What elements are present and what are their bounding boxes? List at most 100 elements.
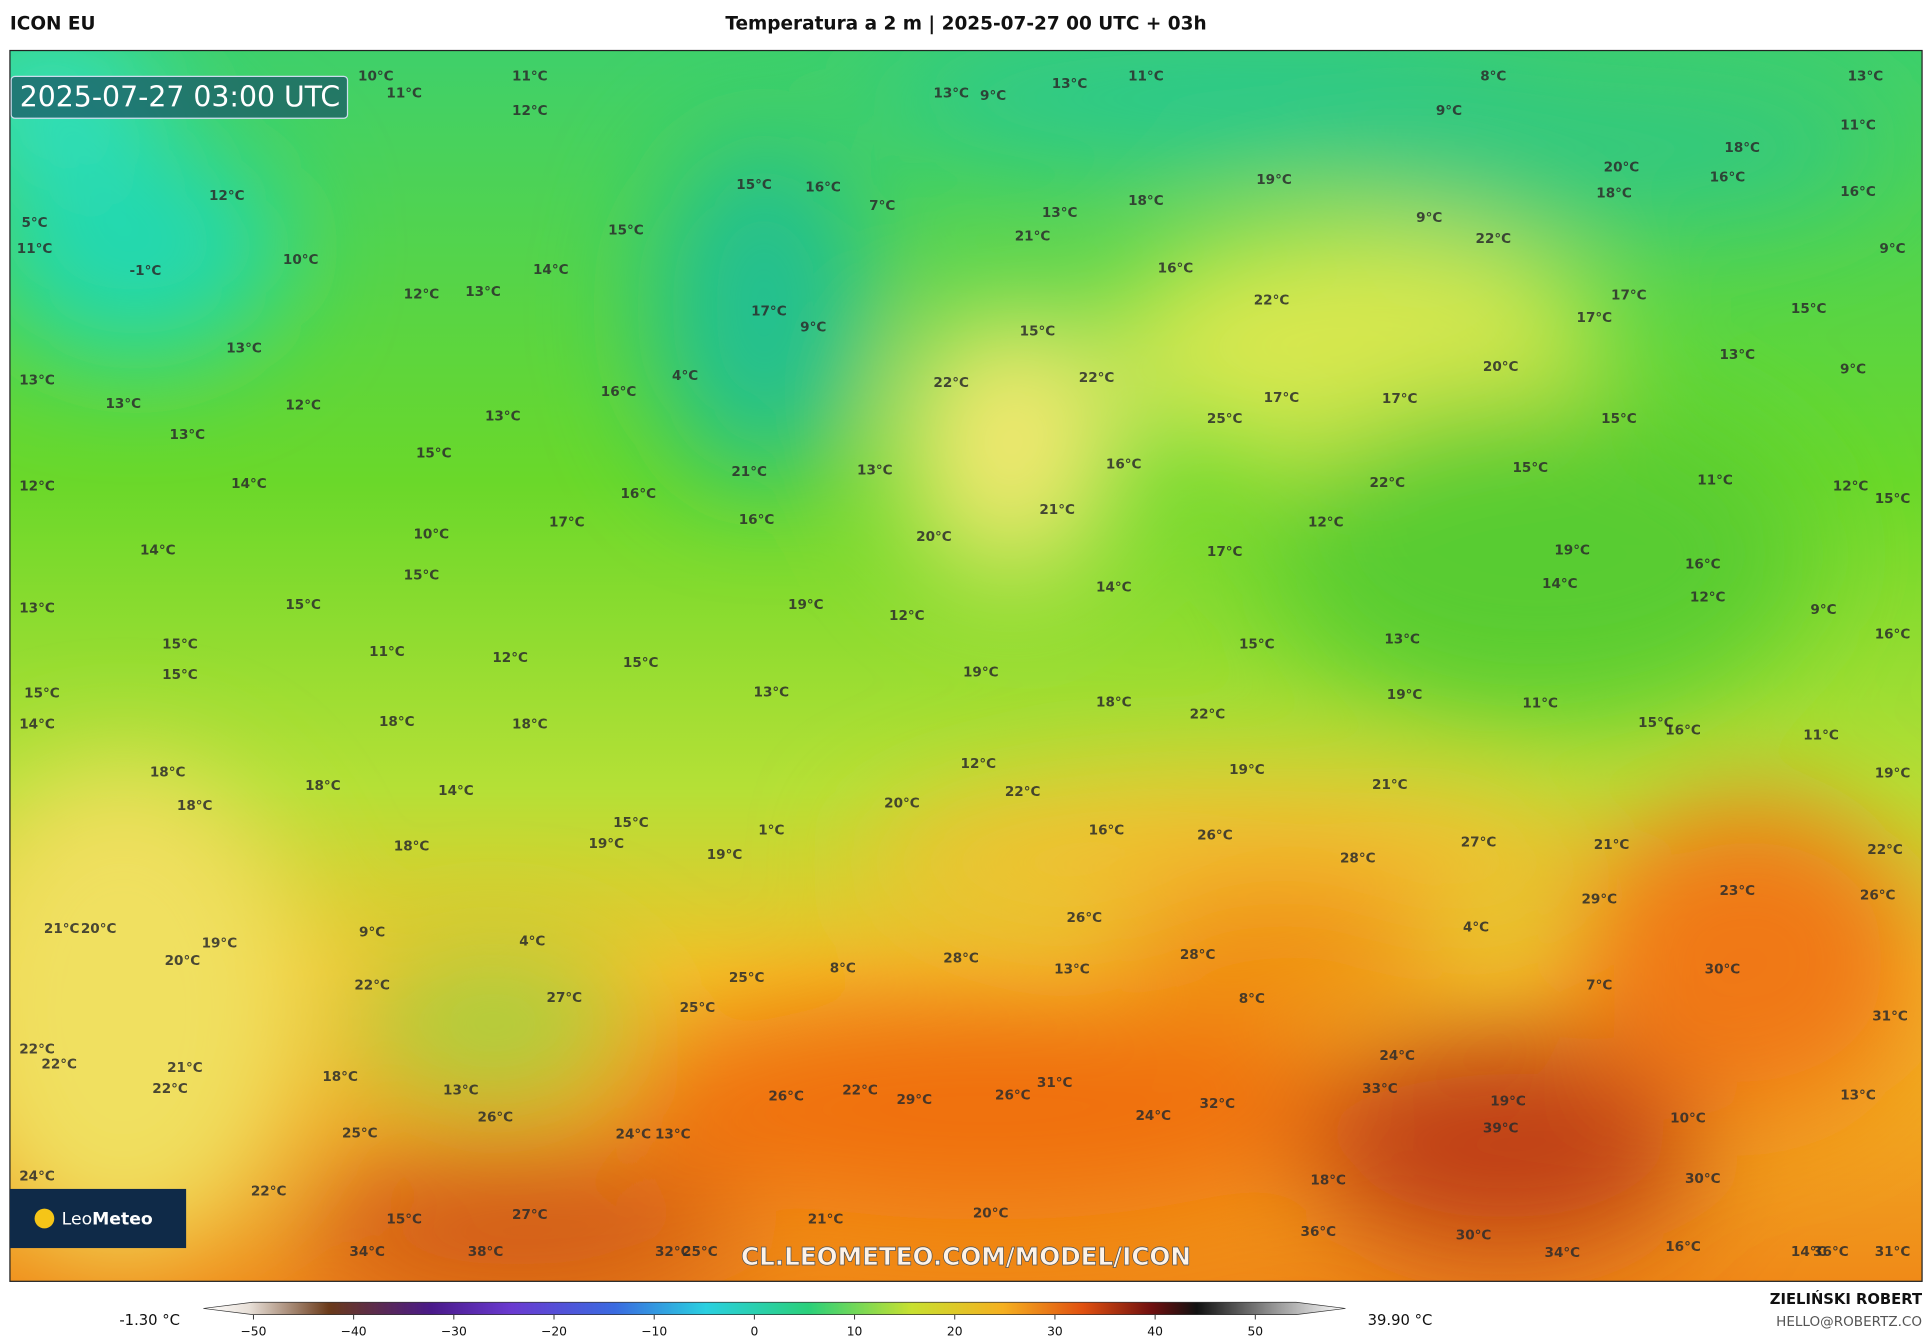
temperature-label: 15°C: [613, 815, 649, 831]
temperature-label: 22°C: [1476, 231, 1512, 247]
temperature-label: 21°C: [1015, 229, 1051, 245]
temperature-label: 17°C: [1264, 390, 1300, 406]
temperature-label: 10°C: [283, 252, 319, 268]
temperature-label: 19°C: [1229, 762, 1265, 778]
temperature-label: 19°C: [202, 936, 238, 952]
temperature-label: 38°C: [468, 1244, 504, 1260]
model-name: ICON EU: [10, 14, 96, 35]
map-frame: [9, 49, 1923, 1282]
temperature-label: 21°C: [1594, 837, 1630, 853]
temperature-label: 20°C: [884, 795, 920, 811]
temperature-label: 17°C: [1577, 310, 1613, 326]
colorbar-tick-label: −30: [441, 1324, 467, 1338]
temperature-label: 16°C: [739, 512, 775, 528]
temperature-label: 32°C: [1200, 1096, 1236, 1112]
temperature-label: 16°C: [1665, 723, 1701, 739]
temperature-label: 15°C: [1875, 491, 1911, 507]
temperature-label: 13°C: [655, 1127, 691, 1143]
temperature-label: 12°C: [492, 650, 528, 666]
logo-text-1: Leo: [62, 1210, 92, 1230]
temperature-label: 20°C: [916, 529, 952, 545]
temperature-label: 16°C: [1710, 169, 1746, 185]
temperature-label: 21°C: [731, 464, 767, 480]
temperature-label: 18°C: [177, 798, 213, 814]
temperature-label: 12°C: [19, 479, 55, 495]
temperature-label: 12°C: [1308, 514, 1344, 530]
temperature-label: 11°C: [17, 241, 53, 257]
temperature-label: 15°C: [1791, 301, 1827, 317]
temperature-label: 22°C: [1005, 784, 1041, 800]
temperature-label: 31°C: [1037, 1075, 1073, 1091]
temperature-label: 26°C: [1860, 888, 1896, 904]
temperature-label: 21°C: [1039, 502, 1075, 518]
temperature-label: 33°C: [1362, 1081, 1398, 1097]
temperature-label: 11°C: [1697, 472, 1733, 488]
temperature-label: 22°C: [251, 1183, 287, 1199]
temperature-label: 25°C: [342, 1125, 378, 1141]
temperature-label: 13°C: [19, 373, 55, 389]
temperature-label: 12°C: [1690, 590, 1726, 606]
temperature-label: 29°C: [1581, 891, 1617, 907]
temperature-label: 13°C: [226, 341, 262, 357]
temperature-label: 7°C: [869, 198, 895, 214]
temperature-label: 16°C: [620, 486, 656, 502]
temperature-label: 18°C: [1128, 193, 1164, 209]
temperature-label: 14°C: [1791, 1244, 1827, 1260]
temperature-label: 4°C: [1463, 920, 1489, 936]
temperature-label: 12°C: [285, 397, 321, 413]
temperature-label: 39°C: [1483, 1121, 1519, 1137]
temperature-label: 19°C: [1490, 1093, 1526, 1109]
temperature-label: 18°C: [1310, 1172, 1346, 1188]
temperature-label: 10°C: [1670, 1111, 1706, 1127]
temperature-label: 13°C: [1719, 347, 1755, 363]
temperature-label: 22°C: [19, 1042, 55, 1058]
temperature-label: 19°C: [1256, 172, 1292, 188]
temperature-label: 13°C: [754, 684, 790, 700]
temperature-label: 9°C: [359, 925, 385, 941]
temperature-label: 18°C: [305, 778, 341, 794]
temperature-label: 15°C: [285, 597, 321, 613]
temperature-label: 9°C: [1416, 210, 1442, 226]
temperature-label: 15°C: [1020, 323, 1056, 339]
temperature-label: 16°C: [1106, 456, 1142, 472]
temperature-label: 8°C: [1239, 991, 1265, 1007]
temperature-label: 26°C: [1066, 910, 1102, 926]
temperature-label: 20°C: [1483, 359, 1519, 375]
logo-text-2: Meteo: [92, 1210, 153, 1230]
temperature-label: 9°C: [1810, 602, 1836, 618]
colorbar-tick-label: 50: [1247, 1324, 1263, 1338]
temperature-label: 14°C: [438, 783, 474, 799]
temperature-label: 13°C: [443, 1082, 479, 1098]
temperature-label: 5°C: [21, 215, 47, 231]
temperature-label: 15°C: [623, 655, 659, 671]
temperature-label: 12°C: [209, 188, 245, 204]
temperature-label: 11°C: [369, 644, 405, 660]
map-title: Temperatura a 2 m | 2025-07-27 00 UTC + …: [725, 14, 1206, 35]
colorbar-tick-label: −50: [240, 1324, 266, 1338]
temperature-label: 14°C: [140, 543, 176, 559]
temperature-label: 19°C: [1554, 543, 1590, 559]
temperature-label: 13°C: [170, 427, 206, 443]
temperature-label: 36°C: [1301, 1224, 1337, 1240]
temperature-label: 22°C: [1254, 293, 1290, 309]
temperature-label: 21°C: [1372, 777, 1408, 793]
temperature-label: 20°C: [973, 1206, 1009, 1222]
temperature-label: 9°C: [1840, 362, 1866, 378]
temperature-label: 25°C: [1207, 411, 1243, 427]
temperature-label: 21°C: [167, 1060, 203, 1076]
temperature-label: 12°C: [512, 103, 548, 119]
temperature-label: 22°C: [1079, 370, 1115, 386]
temperature-label: 8°C: [830, 960, 856, 976]
temperature-label: 24°C: [1379, 1048, 1415, 1064]
temperature-label: 19°C: [588, 836, 624, 852]
colorbar-tick-label: −10: [641, 1324, 667, 1338]
temperature-label: 29°C: [896, 1092, 932, 1108]
temperature-label: 13°C: [1848, 68, 1884, 84]
temperature-label: 22°C: [41, 1056, 77, 1072]
temperature-label: 20°C: [165, 953, 201, 969]
temperature-label: 13°C: [1054, 962, 1090, 978]
temperature-label: 15°C: [1512, 460, 1548, 476]
temperature-label: 22°C: [1190, 707, 1226, 723]
temperature-label: 4°C: [519, 933, 545, 949]
